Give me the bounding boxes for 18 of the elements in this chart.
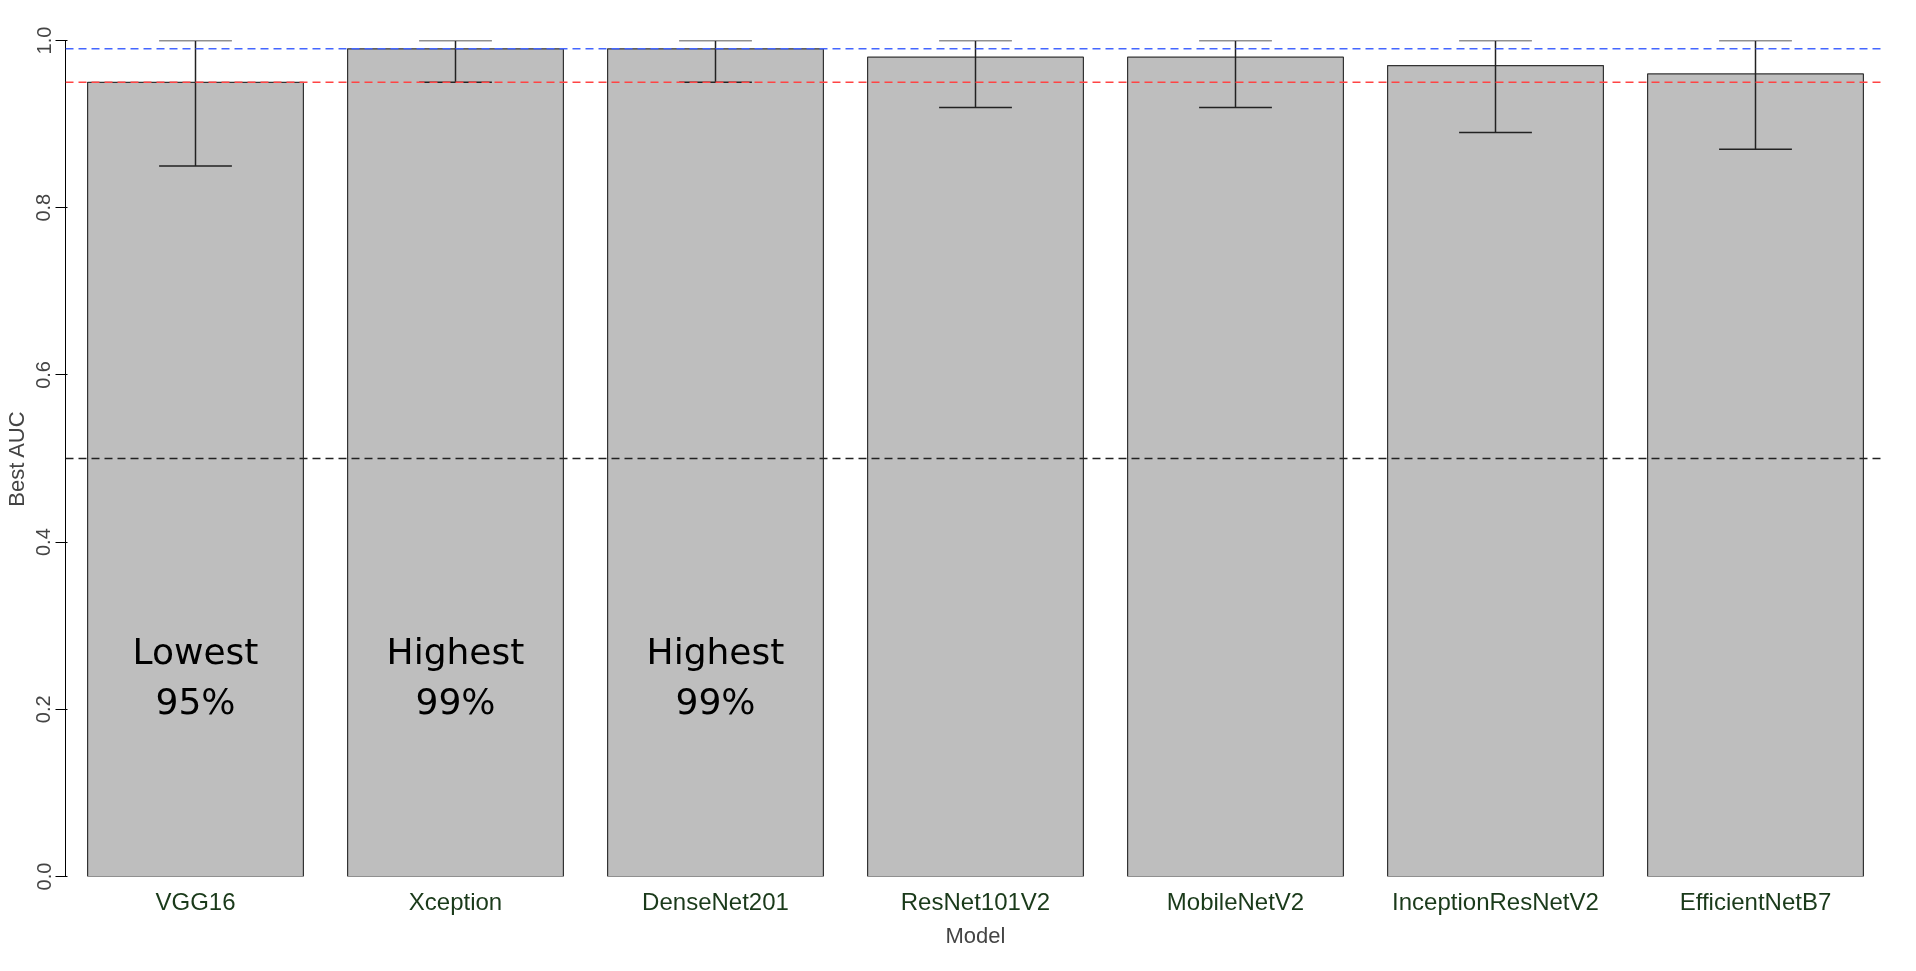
annotation: Lowest 95% bbox=[132, 631, 259, 722]
y-tick-label: 0.4 bbox=[32, 528, 55, 556]
x-tick-label: MobileNetV2 bbox=[1166, 887, 1305, 915]
x-tick-label: InceptionResNetV2 bbox=[1392, 887, 1599, 915]
y-tick-label: 1.0 bbox=[32, 26, 55, 55]
annotation: Highest 99% bbox=[646, 631, 785, 722]
x-axis-title: Model bbox=[945, 922, 1006, 948]
y-tick-label: 0.0 bbox=[32, 862, 55, 891]
x-tick-label: DenseNet201 bbox=[642, 887, 789, 915]
y-tick-label: 0.8 bbox=[32, 193, 55, 222]
y-tick-label: 0.6 bbox=[32, 360, 55, 389]
x-tick-label: VGG16 bbox=[155, 887, 236, 915]
x-tick-label: Xception bbox=[408, 887, 503, 915]
annotation: Highest 99% bbox=[386, 631, 525, 722]
x-tick-label: EfficientNetB7 bbox=[1679, 887, 1832, 915]
y-tick-label: 0.2 bbox=[32, 695, 55, 724]
y-axis-title: Best AUC bbox=[3, 411, 29, 507]
x-tick-label: ResNet101V2 bbox=[900, 887, 1051, 915]
